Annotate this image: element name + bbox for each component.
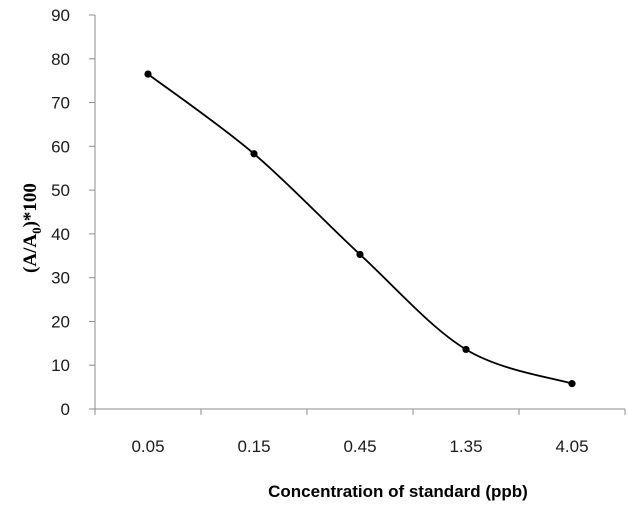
x-tick-label: 0.05: [131, 437, 164, 456]
series-line: [147, 73, 573, 385]
y-tick-labels: 0 10 20 30 40 50 60 70 80 90: [51, 6, 70, 419]
y-tick-label: 60: [51, 137, 70, 156]
y-tick-label: 70: [51, 94, 70, 113]
x-axis-title: Concentration of standard (ppb): [268, 482, 528, 501]
y-tick-label: 10: [51, 356, 70, 375]
series: [144, 70, 576, 388]
y-tick-label: 50: [51, 181, 70, 200]
data-point: [356, 250, 364, 259]
x-tick-label: 0.45: [343, 437, 376, 456]
axes: [89, 14, 626, 415]
y-tick-label: 0: [61, 400, 70, 419]
data-point: [462, 345, 470, 354]
data-point: [144, 70, 152, 78]
data-point: [568, 380, 576, 388]
data-point: [250, 150, 258, 158]
x-tick-labels: 0.05 0.15 0.45 1.35 4.05: [131, 437, 588, 456]
x-tick-label: 4.05: [555, 437, 588, 456]
x-tick-label: 0.15: [237, 437, 270, 456]
x-tick-label: 1.35: [449, 437, 482, 456]
y-tick-label: 90: [51, 6, 70, 25]
y-tick-label: 80: [51, 50, 70, 69]
y-tick-label: 40: [51, 225, 70, 244]
y-axis-title-subscript: 0: [29, 227, 44, 234]
y-tick-label: 30: [51, 269, 70, 288]
y-axis-title-suffix: )*100: [20, 183, 41, 227]
y-axis-title: (A/A0)*100: [20, 183, 44, 273]
y-axis-title-prefix: (A/A: [20, 234, 41, 273]
y-tick-label: 20: [51, 312, 70, 331]
